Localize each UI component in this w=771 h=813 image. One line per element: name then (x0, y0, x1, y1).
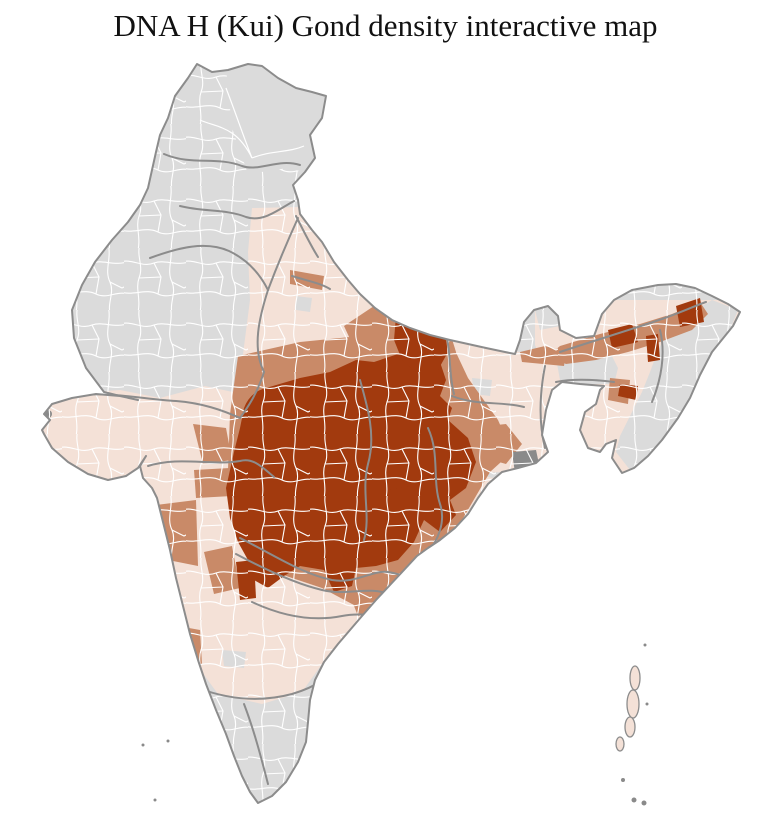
ladakh-district-lines (199, 87, 305, 159)
lakshadweep-islet (166, 739, 170, 743)
andaman-nicobar-islands[interactable] (615, 665, 641, 752)
district-kerala-coast-sliver[interactable] (229, 758, 236, 780)
lakshadweep-islet (141, 743, 145, 747)
small-islets (141, 643, 649, 806)
gray-district-up-2[interactable] (352, 244, 368, 258)
district-mesh-layer (42, 64, 740, 803)
lakshadweep-islet (153, 798, 157, 802)
page-title: DNA H (Kui) Gond density interactive map (113, 8, 658, 43)
